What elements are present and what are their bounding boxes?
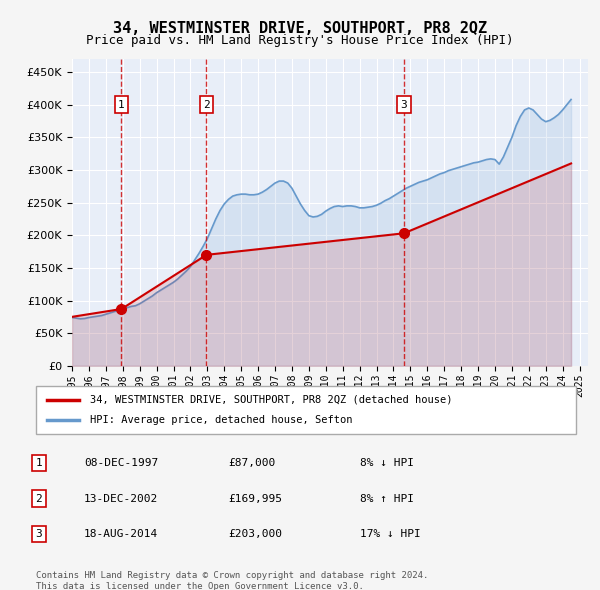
- Text: 1: 1: [118, 100, 125, 110]
- Text: Price paid vs. HM Land Registry's House Price Index (HPI): Price paid vs. HM Land Registry's House …: [86, 34, 514, 47]
- Text: £87,000: £87,000: [228, 458, 275, 468]
- Text: 3: 3: [35, 529, 43, 539]
- Text: 34, WESTMINSTER DRIVE, SOUTHPORT, PR8 2QZ: 34, WESTMINSTER DRIVE, SOUTHPORT, PR8 2Q…: [113, 21, 487, 35]
- Text: 3: 3: [401, 100, 407, 110]
- Text: 08-DEC-1997: 08-DEC-1997: [84, 458, 158, 468]
- Text: HPI: Average price, detached house, Sefton: HPI: Average price, detached house, Seft…: [90, 415, 353, 425]
- Text: £203,000: £203,000: [228, 529, 282, 539]
- Text: 18-AUG-2014: 18-AUG-2014: [84, 529, 158, 539]
- Text: 13-DEC-2002: 13-DEC-2002: [84, 494, 158, 503]
- Text: 34, WESTMINSTER DRIVE, SOUTHPORT, PR8 2QZ (detached house): 34, WESTMINSTER DRIVE, SOUTHPORT, PR8 2Q…: [90, 395, 452, 405]
- FancyBboxPatch shape: [36, 386, 576, 434]
- Text: 2: 2: [35, 494, 43, 503]
- Text: 17% ↓ HPI: 17% ↓ HPI: [360, 529, 421, 539]
- Text: £169,995: £169,995: [228, 494, 282, 503]
- Text: 8% ↑ HPI: 8% ↑ HPI: [360, 494, 414, 503]
- Text: Contains HM Land Registry data © Crown copyright and database right 2024.
This d: Contains HM Land Registry data © Crown c…: [36, 571, 428, 590]
- Text: 1: 1: [35, 458, 43, 468]
- Text: 2: 2: [203, 100, 210, 110]
- Text: 8% ↓ HPI: 8% ↓ HPI: [360, 458, 414, 468]
